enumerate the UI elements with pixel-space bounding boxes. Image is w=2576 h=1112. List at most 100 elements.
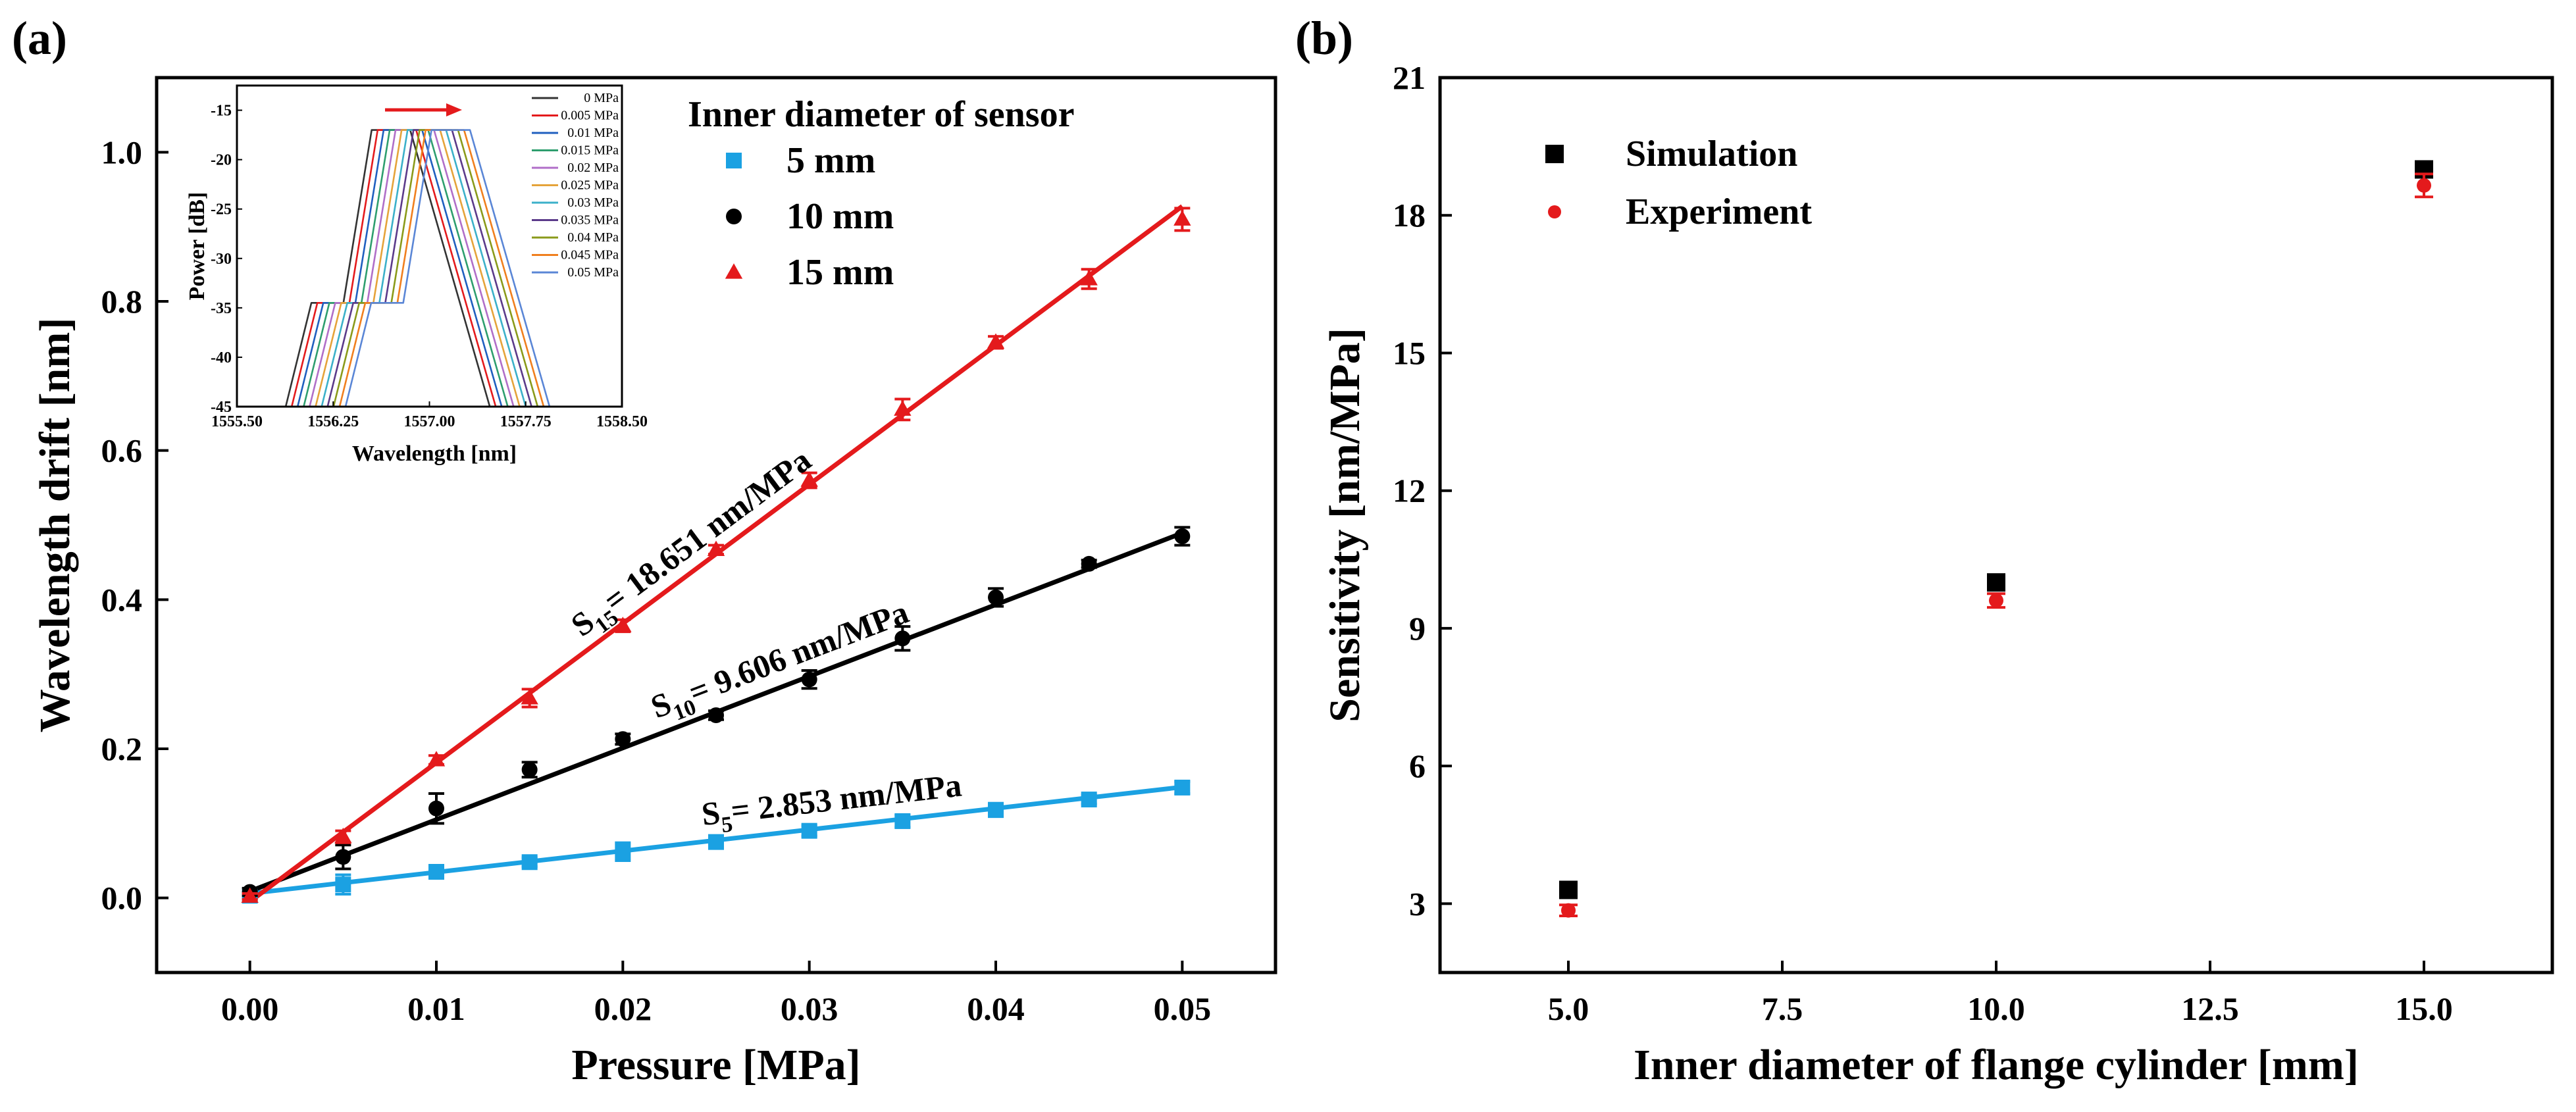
inset-legend-label-5: 0.025 MPa [561, 178, 619, 193]
inset-y-axis-title: Power [dB] [185, 192, 209, 301]
inset-spectrum-curve-7 [317, 129, 542, 408]
inset-spectrum-curve-1 [281, 129, 506, 408]
inset-spectrum-curve-3 [293, 129, 519, 408]
data-point-marker [1080, 270, 1098, 286]
panel-a-point-2-4 [614, 617, 632, 634]
panel-a-point-2-1 [334, 827, 352, 844]
panel-a-chart: 0.00 0.01 0.02 0.03 0.04 0.05 0.0 0.2 0.4 0.6 0.8 1… [31, 76, 1277, 1089]
panel-a-point-2-8 [987, 333, 1005, 350]
data-point-marker [521, 854, 538, 871]
inset-spectrum-curve-8 [323, 129, 548, 408]
panel-b-y-tick-label: 12 [1393, 472, 1426, 509]
panel-a-x-tick-label: 0.02 [594, 990, 652, 1027]
panel-a-legend: Inner diameter of sensor 5 mm 10 mm 15 mm [688, 94, 1074, 293]
panel-b-label: (b) [1295, 12, 1353, 64]
data-point-marker [1173, 210, 1191, 226]
panel-b-x-tick-label: 10.0 [1967, 990, 2025, 1027]
inset-spectrum-curve-2 [287, 129, 512, 408]
data-point-marker [2417, 178, 2431, 193]
data-point-marker [1081, 792, 1097, 808]
data-point-marker [1081, 555, 1097, 572]
inset-legend-label-1: 0.005 MPa [561, 109, 619, 123]
panel-a-frame [155, 76, 1277, 974]
data-point-marker [988, 589, 1004, 605]
panel-a-x-tick-label: 0.01 [407, 990, 465, 1027]
panel-a-point-1-5 [708, 707, 724, 723]
panel-a-point-2-3 [521, 688, 538, 709]
inset-x-tick-label: 1556.25 [307, 413, 359, 430]
panel-b-y-tick-label: 3 [1409, 885, 1426, 922]
inset-y-tick-label: -35 [211, 300, 232, 317]
inset-legend-label-8: 0.04 MPa [567, 230, 619, 245]
panel-a-legend-label-0: 5 mm [786, 140, 875, 181]
panel-a-y-axis-title: Wavelength drift [nm] [31, 318, 79, 733]
panel-a-point-1-2 [428, 792, 444, 825]
panel-a-point-0-2 [428, 864, 444, 880]
data-point-marker [521, 689, 538, 705]
panel-a-point-1-10 [1174, 526, 1191, 547]
panel-b-y-tick-label: 15 [1393, 334, 1426, 371]
panel-a-point-1-4 [615, 731, 631, 747]
data-point-marker [707, 540, 725, 556]
inset-y-tick-label: -45 [211, 399, 232, 416]
fit-label-value: = 18.651 nm/MPa [597, 442, 818, 619]
inset-spectrum-curve-4 [299, 129, 525, 408]
panel-b-point-1-0 [1559, 903, 1578, 918]
fit-label-symbol: S [700, 794, 722, 832]
panel-a-x-tick-label: 0.03 [781, 990, 838, 1027]
data-point-marker [614, 617, 632, 632]
panel-a-point-1-8 [988, 587, 1004, 608]
panel-a-point-1-3 [521, 761, 538, 779]
panel-a-x-tick-label: 0.00 [221, 990, 279, 1027]
data-point-marker [521, 761, 538, 778]
panel-b-legend-marker-0 [1545, 145, 1564, 163]
data-point-marker [987, 333, 1005, 349]
inset-legend-label-9: 0.045 MPa [561, 248, 619, 263]
panel-a-point-0-8 [988, 801, 1004, 819]
data-point-marker [894, 400, 912, 416]
inset-y-tick-label: -30 [211, 251, 232, 268]
panel-a-point-2-10 [1173, 207, 1191, 232]
data-point-marker [427, 751, 446, 767]
data-point-marker [708, 707, 724, 723]
panel-b-y-axis-title: Sensitivity [nm/MPa] [1321, 328, 1369, 722]
inset-spectrum-curve-5 [305, 129, 530, 408]
panel-a-legend-label-2: 15 mm [786, 252, 894, 293]
fit-label-value: = 2.853 nm/MPa [729, 767, 964, 830]
data-point-marker [1989, 593, 2003, 608]
panel-a-point-0-7 [894, 813, 911, 829]
panel-a-point-1-7 [894, 625, 911, 652]
panel-b-legend: Simulation Experiment [1545, 134, 1812, 232]
panel-b-x-tick-label: 7.5 [1762, 990, 1803, 1027]
panel-b-y-tick-label: 18 [1393, 197, 1426, 234]
data-point-marker [800, 471, 818, 487]
panel-a-point-0-5 [708, 834, 724, 850]
panel-a-y-tick-label: 0.0 [101, 880, 143, 917]
data-point-marker [1561, 903, 1576, 918]
panel-a-point-2-6 [800, 471, 818, 490]
data-point-marker [615, 844, 631, 860]
data-point-marker [894, 813, 911, 829]
inset-legend-label-7: 0.035 MPa [561, 213, 619, 228]
inset-legend-label-0: 0 MPa [584, 91, 619, 105]
inset-frame [236, 84, 623, 408]
panel-a-fit-label-2: S15= 18.651 nm/MPa [564, 442, 822, 649]
panel-a-fit-label-1: S10= 9.606 nm/MPa [646, 594, 915, 732]
inset-spectrum-curve-10 [335, 129, 560, 408]
inset-y-tick-label: -15 [211, 103, 232, 120]
panel-a-point-2-0 [241, 887, 259, 903]
data-point-marker [241, 887, 259, 903]
data-point-marker [428, 864, 444, 880]
panel-a-point-2-2 [427, 751, 446, 767]
data-point-marker [428, 800, 444, 817]
inset-shift-arrow-icon [446, 103, 462, 116]
panel-a-legend-marker-1 [726, 209, 742, 224]
panel-b-chart: 5.0 7.5 10.0 12.5 15.0 3 6 9 12 15 18 21 Simulation… [1321, 59, 2554, 1089]
panel-a-point-0-10 [1174, 779, 1191, 796]
inset-legend: 0 MPa 0.005 MPa 0.01 MPa 0.015 MPa 0.02 MPa 0… [532, 91, 619, 280]
panel-b-x-tick-label: 12.5 [2181, 990, 2239, 1027]
data-point-marker [335, 849, 351, 865]
panel-a-label: (a) [12, 12, 67, 64]
inset-spectrum-curve-6 [311, 129, 536, 408]
panel-a-y-tick-label: 0.8 [101, 283, 143, 320]
